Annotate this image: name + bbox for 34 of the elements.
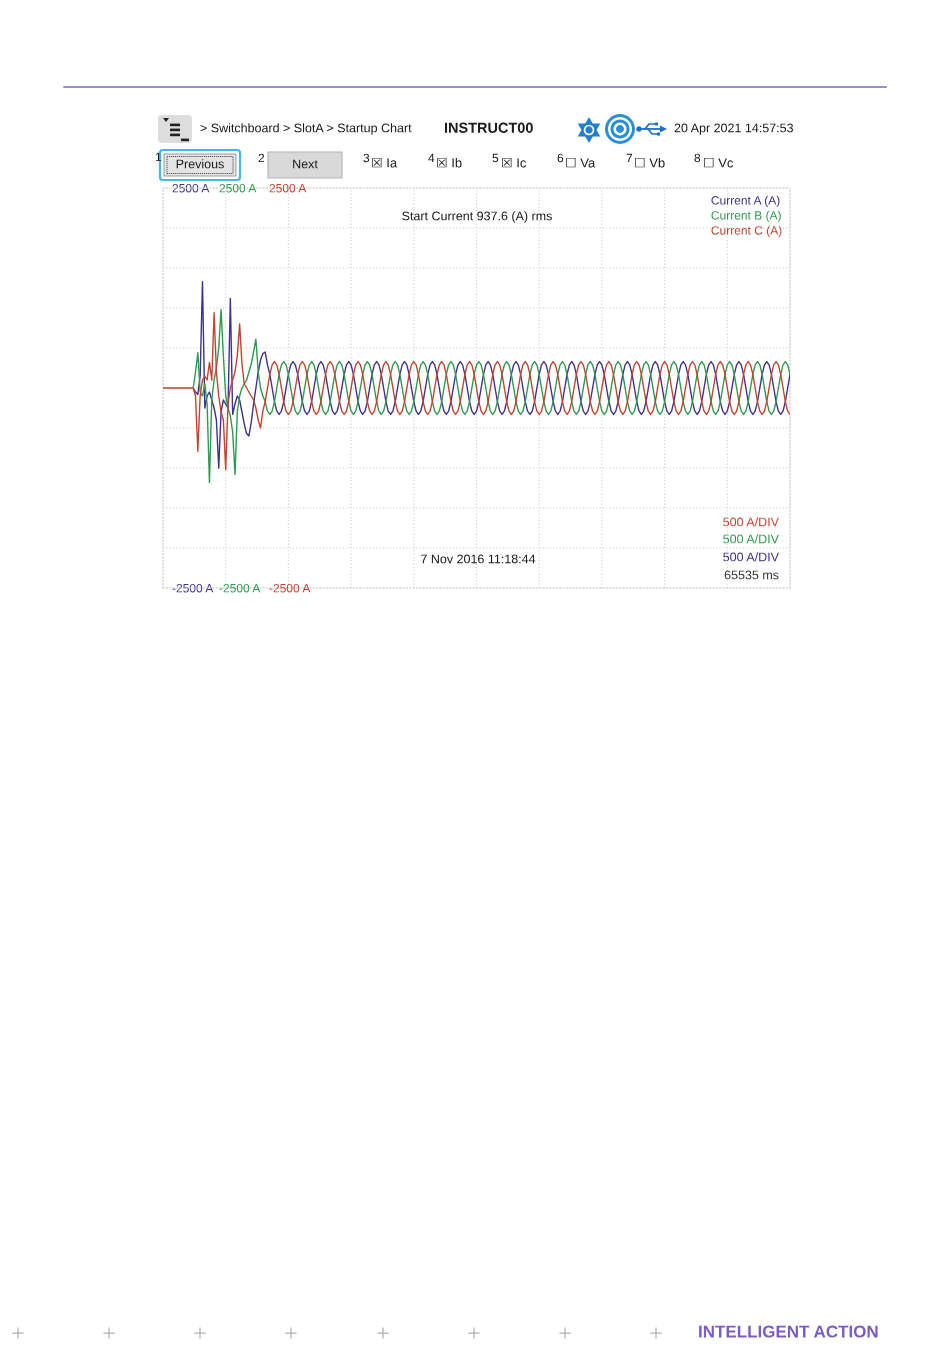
y3-tick-label: -2500 A bbox=[269, 583, 311, 593]
text: 3 bbox=[363, 153, 370, 163]
y3-tick-label: 2500 A bbox=[269, 183, 307, 193]
text: Current C (A) bbox=[711, 225, 782, 238]
text: 2 bbox=[258, 153, 265, 163]
annotation: 7 Nov 2016 11:18:44 bbox=[421, 554, 536, 564]
annotation: 65535 ms bbox=[724, 570, 779, 580]
text: Previous bbox=[176, 159, 224, 169]
text: ☒ Ic bbox=[502, 157, 527, 168]
text: INSTRUCT00 bbox=[444, 122, 533, 133]
chart-title: > Switchboard > SlotA > Startup Chart bbox=[200, 123, 412, 135]
text: Current A (A) bbox=[711, 195, 780, 207]
annotation: 500 A/DIV bbox=[723, 517, 779, 527]
text: Current B (A) bbox=[711, 210, 781, 223]
text: ☐ Vb bbox=[635, 157, 665, 168]
text: Next bbox=[293, 159, 318, 169]
text: ☒ Ia bbox=[372, 157, 398, 168]
annotation: 500 A/DIV bbox=[723, 552, 779, 562]
text: 1 bbox=[155, 152, 162, 162]
text: 6 bbox=[557, 153, 564, 163]
y2-tick-label: 2500 A bbox=[219, 183, 257, 193]
text: 4 bbox=[428, 153, 435, 163]
text: ☐ Va bbox=[566, 157, 596, 168]
text: ☒ Ib bbox=[437, 157, 462, 168]
text: 7 bbox=[626, 153, 633, 163]
text: INTELLIGENT ACTION bbox=[699, 1325, 878, 1338]
annotation: 500 A/DIV bbox=[723, 534, 779, 544]
text: 20 Apr 2021 14:57:53 bbox=[674, 123, 793, 135]
annotation: Start Current 937.6 (A) rms bbox=[402, 211, 552, 223]
text: 5 bbox=[492, 153, 499, 163]
line-series bbox=[192, 280, 790, 469]
y2-tick-label: -2500 A bbox=[219, 583, 261, 593]
text: ☐ Vc bbox=[704, 157, 734, 168]
text: 8 bbox=[694, 153, 701, 163]
